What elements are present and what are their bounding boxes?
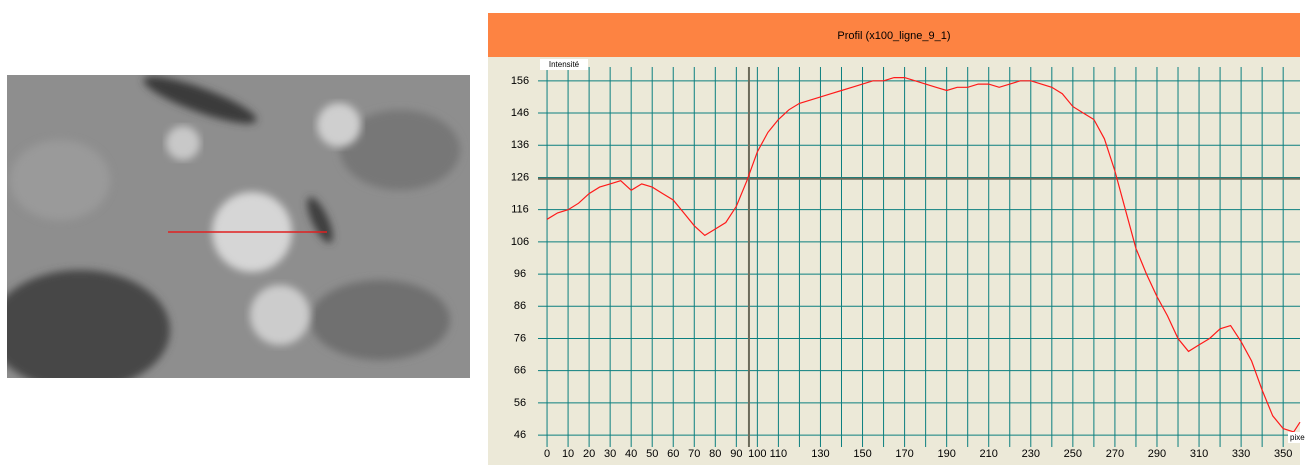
y-tick-label: 76 (514, 332, 526, 344)
y-label-box (540, 59, 588, 70)
x-tick-label: 190 (937, 448, 955, 460)
chart-panel (488, 57, 1300, 465)
y-tick-label: 96 (514, 268, 526, 280)
x-tick-label: 170 (895, 448, 913, 460)
profile-line (546, 77, 1301, 433)
x-tick-label: 210 (980, 448, 998, 460)
x-tick-label: 310 (1190, 448, 1208, 460)
y-tick-label: 116 (511, 204, 529, 216)
chart-title: Profil (x100_ligne_9_1) (837, 30, 950, 42)
x-tick-label: 60 (667, 448, 679, 460)
x-tick-label: 80 (709, 448, 721, 460)
y-tick-label: 126 (511, 171, 529, 183)
title-bar (488, 13, 1300, 57)
x-tick-label: 40 (625, 448, 637, 460)
y-tick-label: 106 (511, 236, 529, 248)
y-axis-label: Intensité (549, 60, 580, 69)
x-tick-label: 30 (604, 448, 616, 460)
y-tick-label: 86 (514, 300, 526, 312)
x-tick-label: 350 (1274, 448, 1292, 460)
x-tick-label: 270 (1106, 448, 1124, 460)
x-tick-label: 330 (1232, 448, 1250, 460)
micrograph (7, 75, 470, 378)
x-axis-label: pixe (1290, 433, 1305, 442)
x-tick-label: 90 (730, 448, 742, 460)
y-tick-label: 156 (511, 75, 529, 87)
x-tick-label: 230 (1022, 448, 1040, 460)
x-tick-label: 250 (1064, 448, 1082, 460)
y-tick-label: 146 (511, 107, 529, 119)
x-tick-label: 290 (1148, 448, 1166, 460)
x-tick-label: 0 (544, 448, 550, 460)
x-tick-label: 110 (770, 448, 788, 460)
y-tick-label: 46 (514, 429, 526, 441)
x-tick-label: 150 (853, 448, 871, 460)
y-tick-label: 56 (514, 397, 526, 409)
x-tick-label: 10 (562, 448, 574, 460)
x-tick-label: 50 (646, 448, 658, 460)
y-tick-label: 66 (514, 365, 526, 377)
x-tick-label: 70 (688, 448, 700, 460)
y-tick-label: 136 (511, 139, 529, 151)
x-tick-label: 20 (583, 448, 595, 460)
x-tick-label: 130 (811, 448, 829, 460)
x-label-box (1288, 432, 1309, 443)
x-tick-label: 100 (748, 448, 766, 460)
